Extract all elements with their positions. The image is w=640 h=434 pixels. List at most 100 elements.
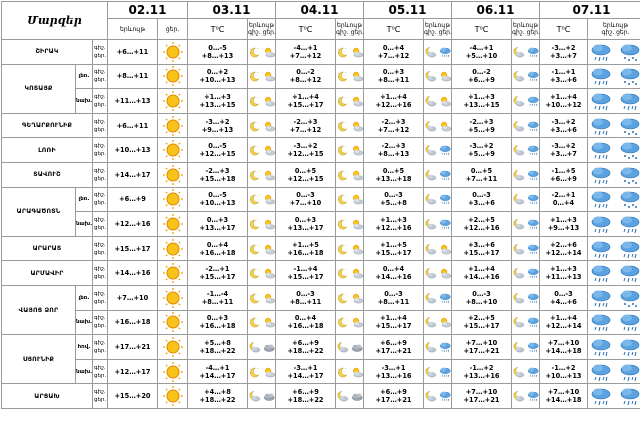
rain-icon bbox=[527, 312, 540, 332]
day-temp: +16…+18 bbox=[276, 249, 335, 257]
suncloud-icon bbox=[263, 91, 276, 111]
day-temp: +16…+18 bbox=[188, 322, 247, 330]
day-temp: +15…+18 bbox=[188, 175, 247, 183]
night-label: գիշ. bbox=[94, 118, 107, 126]
temperature-cell: +14…+17 bbox=[108, 162, 158, 187]
night-temp: 0…-2 bbox=[452, 68, 511, 76]
day-temp: +12…+15 bbox=[188, 150, 247, 158]
night-temp: +5…+8 bbox=[188, 339, 247, 347]
moon-icon bbox=[336, 116, 349, 136]
night-temp: +1…+3 bbox=[452, 93, 511, 101]
weather-icons-cell bbox=[336, 113, 364, 138]
day-temp: +8…+11 bbox=[188, 298, 247, 306]
temperature-cell: +1…+3+11…+13 bbox=[540, 261, 588, 286]
rain-icon bbox=[619, 362, 640, 382]
night-temp: +6…+9 bbox=[276, 339, 335, 347]
rain-icon bbox=[619, 386, 640, 406]
night-temp: 0…+5 bbox=[364, 167, 423, 175]
period-labels: գիշ.ցեր. bbox=[93, 384, 108, 409]
temperature-cell: 0…+3+13…+17 bbox=[276, 212, 336, 237]
night-label: գիշ. bbox=[94, 364, 107, 372]
suncloud-icon bbox=[351, 91, 364, 111]
weather-icons-cell bbox=[248, 138, 276, 163]
region-name: ՎԱՅՈՑ ՁՈՐ bbox=[2, 285, 76, 334]
sun-icon bbox=[162, 239, 184, 259]
suncloud-icon bbox=[439, 91, 452, 111]
weather-icons-cell bbox=[424, 310, 452, 335]
suncloud-icon bbox=[439, 263, 452, 283]
temperature-cell: -3…+2+3…+7 bbox=[540, 138, 588, 163]
night-temp: -3…+1 bbox=[276, 364, 335, 372]
day-temp: +10…+13 bbox=[540, 372, 587, 380]
temperature-cell: 0…-2+6…+9 bbox=[452, 64, 512, 89]
night-label: գիշ. bbox=[94, 68, 107, 76]
mooncloud-icon bbox=[248, 337, 261, 357]
temperature-cell: 0…-3+8…+10 bbox=[452, 285, 512, 310]
night-temp: 0…+4 bbox=[188, 241, 247, 249]
night-temp: -4…+1 bbox=[276, 44, 335, 52]
weather-icons-cell bbox=[158, 261, 188, 286]
period-labels: գիշ.ցեր. bbox=[93, 285, 108, 310]
night-day-label: գիշ. ցեր. bbox=[512, 29, 539, 36]
rain-icon bbox=[439, 42, 452, 62]
date-header: 05.11 bbox=[364, 2, 452, 19]
temperature-cell: +6…+9+17…+21 bbox=[364, 335, 424, 360]
day-temp: +18…+22 bbox=[276, 347, 335, 355]
region-name: ԼՈՌԻ bbox=[2, 138, 93, 163]
mooncloud-icon bbox=[512, 189, 525, 209]
night-temp: +1…+3 bbox=[364, 216, 423, 224]
rain-icon bbox=[590, 42, 612, 62]
suncloud-icon bbox=[351, 362, 364, 382]
temperature-cell: +6…+9+18…+22 bbox=[276, 384, 336, 409]
day-temp: +18…+22 bbox=[188, 396, 247, 404]
weather-icons-cell bbox=[512, 162, 540, 187]
moon-icon bbox=[248, 362, 261, 382]
mooncloud-icon bbox=[424, 91, 437, 111]
mooncloud-icon bbox=[512, 263, 525, 283]
day-temp: +6…+9 bbox=[452, 76, 511, 84]
weather-icons-cell bbox=[248, 64, 276, 89]
day-temp: +6…+9 bbox=[108, 195, 157, 203]
temperature-cell: 0…+4+16…+18 bbox=[188, 236, 248, 261]
temperature-cell: 0…+2+10…+13 bbox=[188, 64, 248, 89]
day-temp: +6…+9 bbox=[540, 175, 587, 183]
night-temp: -1…+2 bbox=[540, 364, 587, 372]
temperature-cell: -1…+5+6…+9 bbox=[540, 162, 588, 187]
temperature-cell: +6…+9 bbox=[108, 187, 158, 212]
day-label: ցեր. bbox=[527, 29, 540, 36]
weather-icons-cell bbox=[588, 285, 640, 310]
temperature-cell: -1…+1+3…+6 bbox=[540, 64, 588, 89]
moon-icon bbox=[336, 312, 349, 332]
weather-icons-cell bbox=[248, 384, 276, 409]
rain-icon bbox=[439, 214, 452, 234]
rain-icon bbox=[527, 189, 540, 209]
weather-icons-cell bbox=[248, 359, 276, 384]
subregion-label: լեռ. bbox=[76, 64, 93, 89]
day-temp: +8…+11 bbox=[364, 76, 423, 84]
temperature-cell: +6…+9+18…+22 bbox=[276, 335, 336, 360]
temperature-cell: +7…+10+14…+18 bbox=[540, 335, 588, 360]
weather-icons-cell bbox=[512, 138, 540, 163]
day-temp: +8…+11 bbox=[364, 298, 423, 306]
temperature-cell: 0…+3+8…+11 bbox=[364, 64, 424, 89]
temperature-cell: -1…+2+10…+13 bbox=[540, 359, 588, 384]
moon-icon bbox=[336, 263, 349, 283]
day-label: ցեր. bbox=[94, 76, 107, 84]
weather-icons-cell bbox=[336, 89, 364, 114]
mooncloud-icon bbox=[424, 239, 437, 259]
suncloud-icon bbox=[439, 66, 452, 86]
weather-icons-cell bbox=[248, 310, 276, 335]
mooncloud-icon bbox=[424, 337, 437, 357]
temperature-cell: 0…-2+8…+12 bbox=[276, 64, 336, 89]
temp-header: T⁰C bbox=[540, 19, 588, 40]
day-temp: +7…+10 bbox=[108, 294, 157, 302]
night-temp: 0…+4 bbox=[364, 44, 423, 52]
day-label: ցեր. bbox=[94, 298, 107, 306]
sun-icon bbox=[162, 386, 184, 406]
mooncloud-icon bbox=[512, 312, 525, 332]
